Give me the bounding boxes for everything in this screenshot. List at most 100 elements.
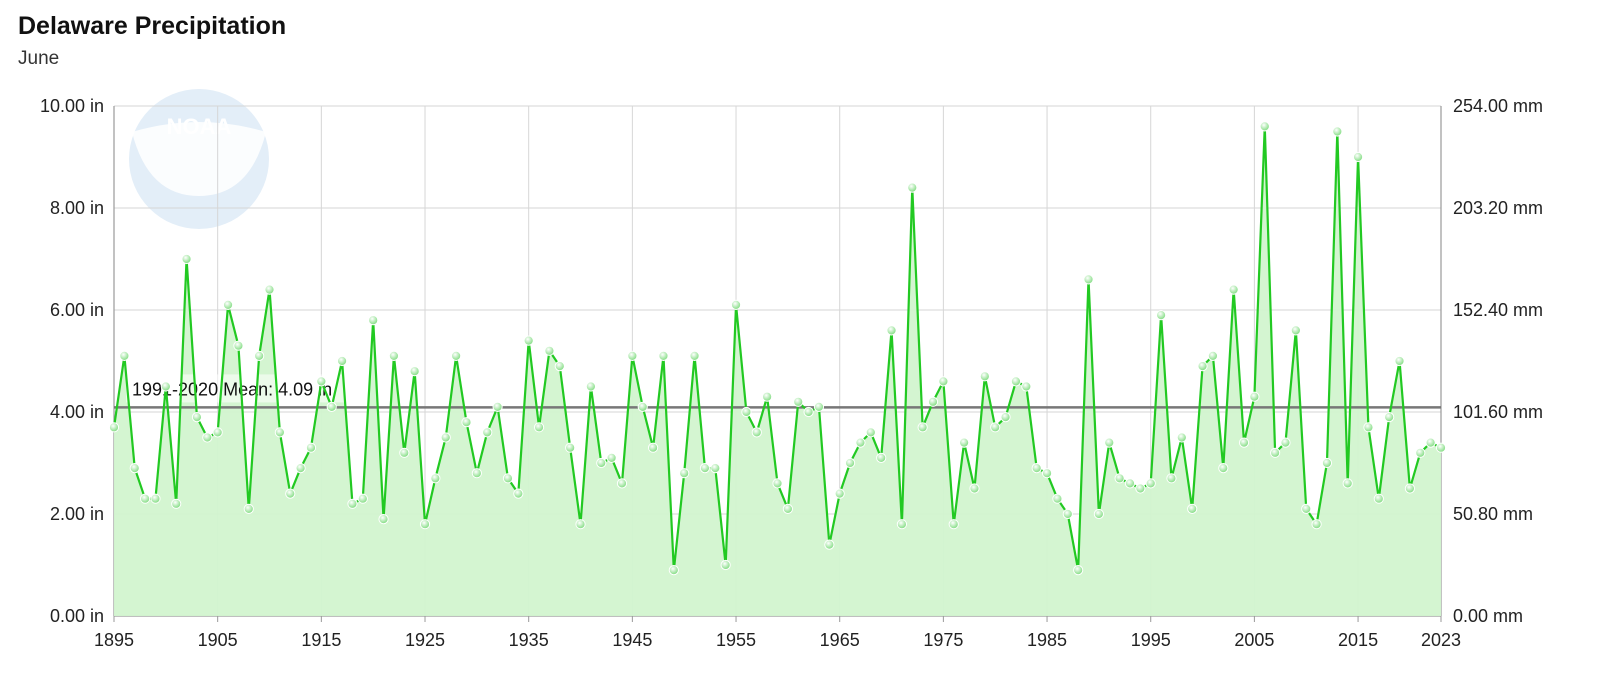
data-point[interactable]: [1363, 422, 1374, 433]
data-point[interactable]: [762, 391, 773, 402]
data-point[interactable]: [813, 401, 825, 412]
data-point[interactable]: [824, 539, 835, 550]
data-point[interactable]: [523, 335, 534, 346]
data-point[interactable]: [969, 483, 980, 494]
data-point[interactable]: [378, 514, 389, 525]
data-point[interactable]: [658, 350, 669, 361]
data-point[interactable]: [979, 371, 990, 382]
data-point[interactable]: [1435, 442, 1447, 453]
data-point[interactable]: [1280, 437, 1291, 448]
data-point[interactable]: [1218, 463, 1229, 474]
data-point[interactable]: [336, 355, 348, 367]
data-point[interactable]: [1155, 310, 1167, 321]
data-point[interactable]: [1352, 151, 1364, 163]
data-point[interactable]: [689, 350, 700, 361]
data-point[interactable]: [264, 284, 275, 295]
data-point[interactable]: [1031, 463, 1042, 474]
data-point[interactable]: [368, 315, 379, 326]
data-point[interactable]: [1270, 447, 1281, 458]
data-point[interactable]: [990, 422, 1001, 433]
data-point[interactable]: [388, 350, 400, 361]
data-point[interactable]: [305, 442, 317, 453]
data-point[interactable]: [1166, 473, 1177, 484]
data-point[interactable]: [160, 381, 171, 392]
data-point[interactable]: [1249, 391, 1260, 402]
data-point[interactable]: [585, 381, 596, 392]
data-point[interactable]: [1207, 350, 1219, 361]
data-point[interactable]: [616, 478, 628, 489]
data-point[interactable]: [1384, 412, 1395, 423]
data-point[interactable]: [533, 422, 545, 433]
data-point[interactable]: [471, 468, 482, 479]
data-point[interactable]: [1321, 457, 1333, 469]
data-point[interactable]: [679, 468, 690, 479]
data-point[interactable]: [1404, 483, 1416, 494]
data-point[interactable]: [720, 559, 731, 571]
data-point[interactable]: [730, 299, 742, 310]
data-point[interactable]: [1415, 447, 1426, 458]
data-point[interactable]: [430, 473, 441, 484]
data-point[interactable]: [834, 488, 845, 499]
data-point[interactable]: [295, 463, 306, 474]
data-point[interactable]: [917, 422, 928, 433]
data-point[interactable]: [938, 376, 949, 387]
data-point[interactable]: [191, 412, 203, 423]
data-point[interactable]: [855, 437, 866, 448]
data-point[interactable]: [782, 503, 793, 514]
data-point[interactable]: [1093, 508, 1104, 520]
data-point[interactable]: [751, 427, 762, 438]
data-point[interactable]: [1290, 325, 1301, 336]
data-point[interactable]: [772, 478, 783, 489]
data-point[interactable]: [876, 452, 887, 463]
data-point[interactable]: [233, 340, 244, 351]
data-point[interactable]: [1021, 381, 1032, 392]
data-point[interactable]: [565, 442, 576, 453]
data-point[interactable]: [119, 350, 130, 361]
data-point[interactable]: [1000, 412, 1011, 423]
data-point[interactable]: [1052, 493, 1063, 504]
data-point[interactable]: [865, 427, 876, 438]
data-point[interactable]: [181, 253, 192, 265]
data-point[interactable]: [461, 417, 472, 428]
data-point[interactable]: [627, 350, 638, 361]
data-point[interactable]: [326, 401, 337, 412]
data-point[interactable]: [243, 503, 254, 514]
data-point[interactable]: [1197, 361, 1208, 372]
data-point[interactable]: [1104, 437, 1115, 448]
data-point[interactable]: [451, 350, 462, 361]
data-point[interactable]: [1238, 437, 1250, 448]
data-point[interactable]: [1135, 483, 1146, 494]
data-point[interactable]: [948, 519, 959, 530]
data-point[interactable]: [347, 498, 358, 509]
data-point[interactable]: [399, 447, 410, 458]
data-point[interactable]: [202, 432, 213, 443]
data-point[interactable]: [803, 406, 814, 418]
data-point[interactable]: [1041, 468, 1053, 479]
data-point[interactable]: [274, 427, 285, 438]
data-point[interactable]: [1332, 126, 1343, 137]
data-point[interactable]: [285, 488, 296, 499]
data-point[interactable]: [1301, 503, 1312, 514]
data-point[interactable]: [492, 401, 503, 412]
data-point[interactable]: [844, 457, 856, 469]
data-point[interactable]: [699, 463, 711, 474]
data-point[interactable]: [419, 519, 431, 530]
data-point[interactable]: [668, 565, 679, 576]
data-point[interactable]: [1145, 478, 1156, 489]
data-point[interactable]: [1259, 121, 1270, 132]
data-point[interactable]: [637, 401, 648, 412]
data-point[interactable]: [409, 366, 420, 377]
data-point[interactable]: [1311, 519, 1322, 530]
data-point[interactable]: [140, 493, 151, 504]
data-point[interactable]: [907, 182, 918, 193]
data-point[interactable]: [793, 396, 804, 407]
data-point[interactable]: [212, 427, 223, 438]
data-point[interactable]: [606, 452, 617, 463]
data-point[interactable]: [502, 473, 514, 484]
data-point[interactable]: [596, 457, 607, 469]
data-point[interactable]: [896, 519, 908, 530]
data-point[interactable]: [1342, 478, 1353, 489]
data-point[interactable]: [575, 519, 586, 530]
data-point[interactable]: [1062, 508, 1073, 520]
data-point[interactable]: [710, 463, 721, 474]
